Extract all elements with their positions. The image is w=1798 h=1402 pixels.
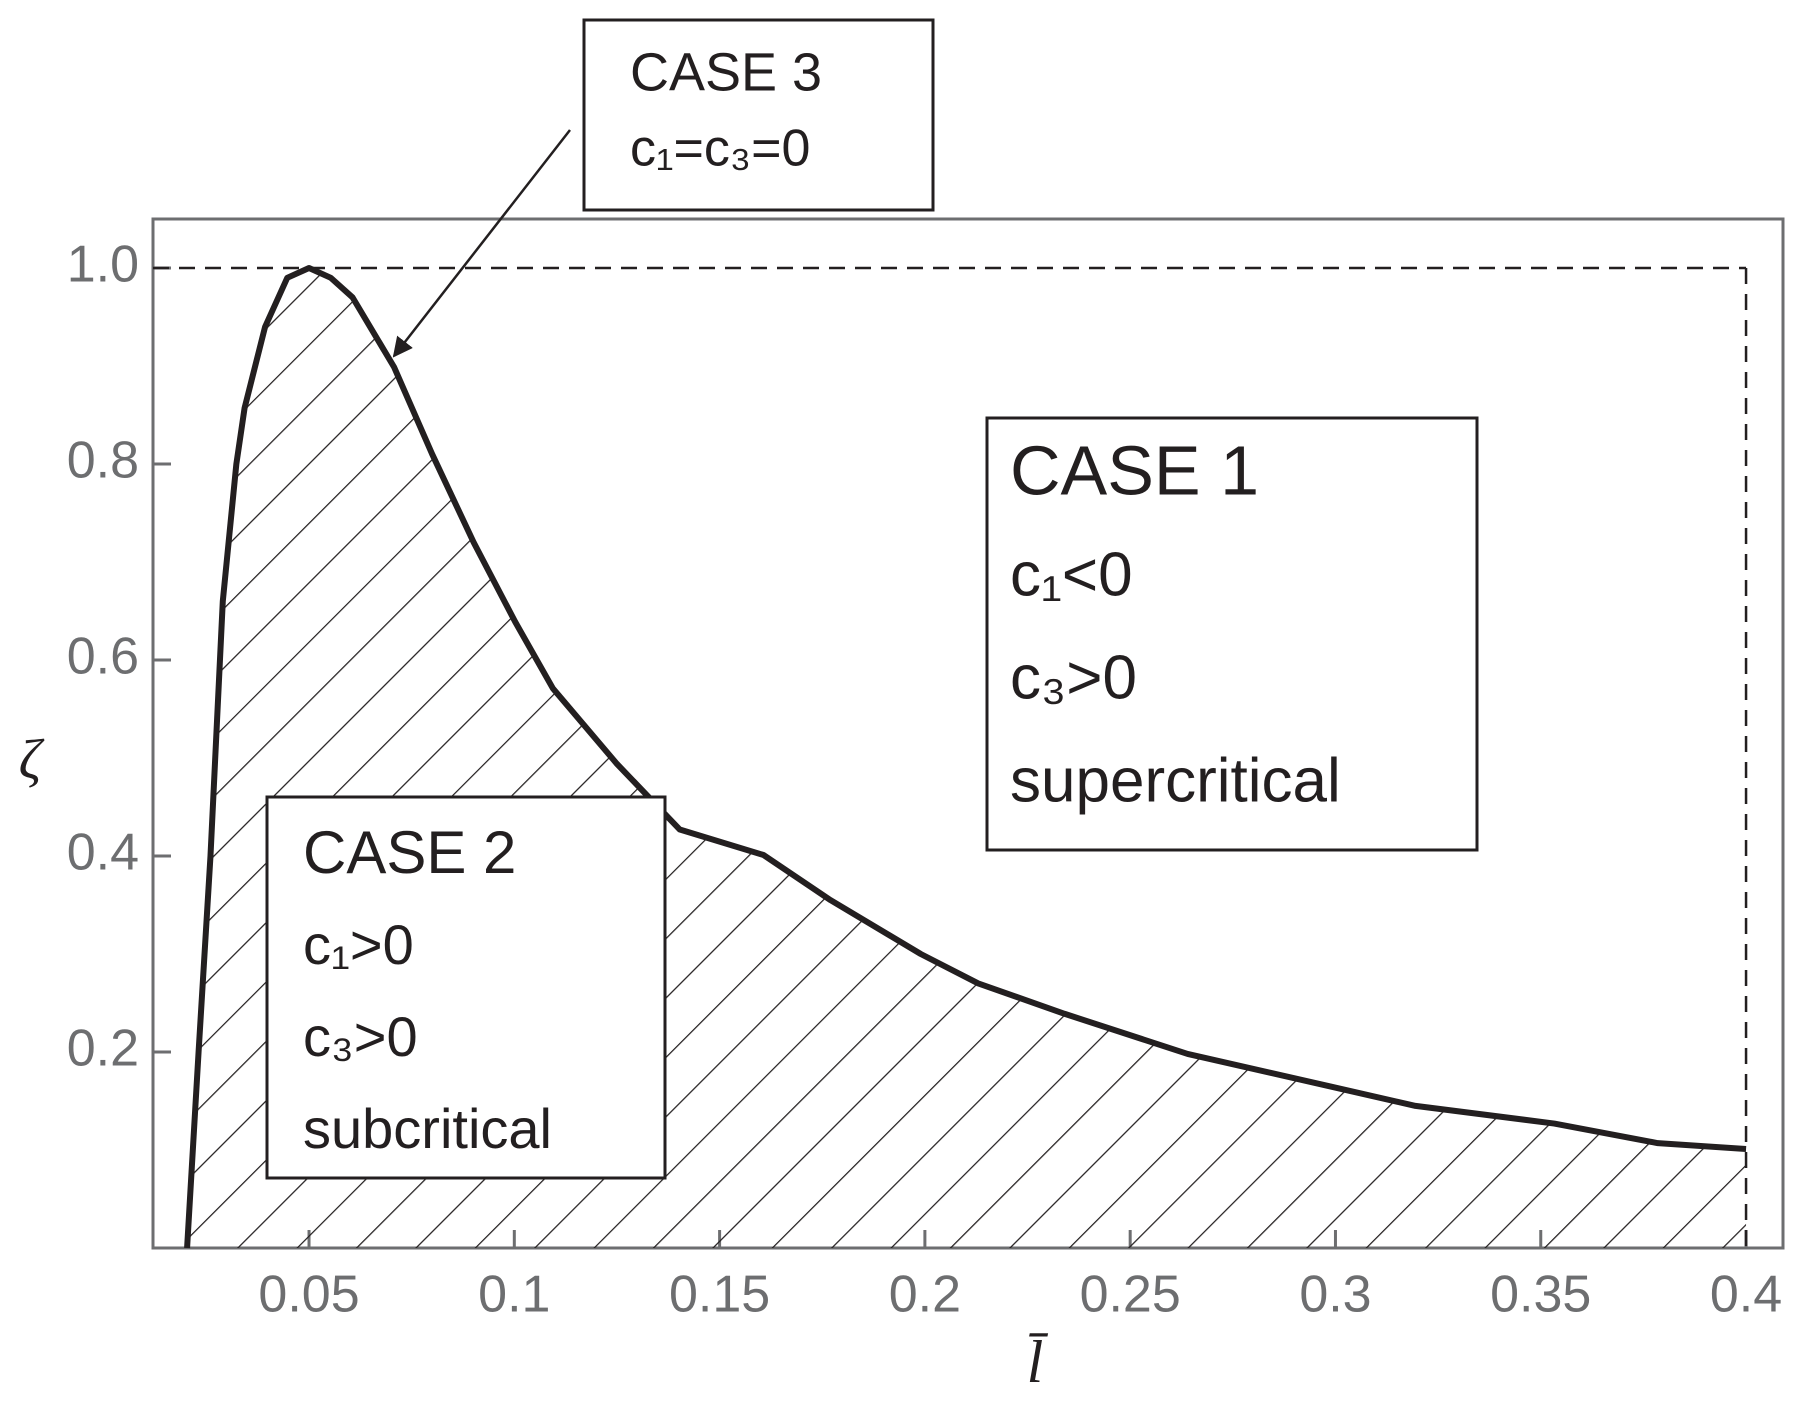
annotation-text: c₁<0	[1010, 540, 1133, 609]
x-axis-label: l̄	[1027, 1329, 1049, 1395]
annotation-text: c₁=c₃=0	[630, 120, 810, 178]
x-tick-label: 0.35	[1490, 1266, 1591, 1324]
x-tick-label: 0.2	[889, 1266, 961, 1324]
x-tick-label: 0.05	[258, 1266, 359, 1324]
annotation-text: subcritical	[303, 1097, 552, 1160]
annotation-text: supercritical	[1010, 746, 1341, 815]
annotation-box	[265, 795, 667, 1180]
annotation-text: CASE 1	[1010, 431, 1259, 509]
x-tick-label: 0.3	[1299, 1266, 1371, 1324]
x-tick-label: 0.1	[478, 1266, 550, 1324]
y-tick-label: 1.0	[67, 236, 139, 294]
y-axis-label: ζ	[19, 729, 45, 791]
x-tick-label: 0.25	[1080, 1266, 1181, 1324]
y-tick-label: 0.2	[67, 1020, 139, 1078]
annotation-text: CASE 3	[630, 42, 822, 102]
annotation-box	[985, 416, 1479, 852]
annotation-text: c₃>0	[303, 1005, 418, 1068]
y-tick-label: 0.4	[67, 824, 139, 882]
annotation-box	[582, 18, 935, 212]
y-tick-label: 0.6	[67, 628, 139, 686]
x-tick-label: 0.15	[669, 1266, 770, 1324]
annotation-text: CASE 2	[303, 819, 516, 886]
annotation-text: c₃>0	[1010, 643, 1137, 712]
annotation-arrow	[392, 129, 571, 358]
boundary-curve	[184, 265, 1747, 1249]
y-tick-label: 0.8	[67, 432, 139, 490]
x-tick-label: 0.4	[1710, 1266, 1782, 1324]
annotation-text: c₁>0	[303, 913, 414, 976]
